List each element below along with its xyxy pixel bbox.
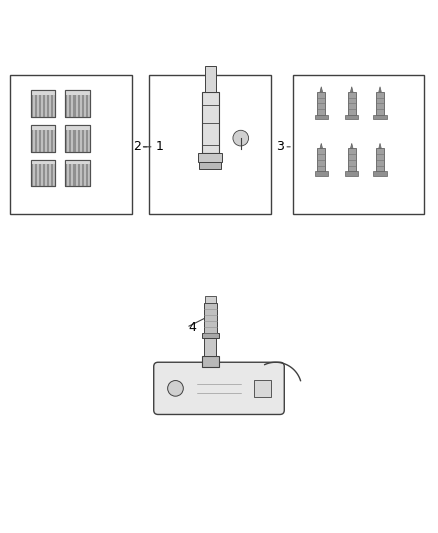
Bar — [31, 159, 55, 187]
Bar — [81, 125, 84, 151]
Bar — [31, 159, 55, 187]
Bar — [10, 75, 132, 214]
Bar — [51, 90, 53, 117]
Bar — [35, 159, 37, 187]
Bar — [86, 159, 88, 187]
Bar — [376, 148, 384, 172]
Bar — [65, 159, 67, 187]
Bar — [39, 90, 41, 117]
Bar — [65, 159, 90, 187]
Bar — [51, 159, 53, 187]
Text: 4: 4 — [188, 321, 196, 334]
Bar — [31, 159, 55, 164]
Bar — [35, 90, 37, 117]
Bar — [51, 125, 53, 151]
Bar — [31, 90, 55, 95]
Bar — [31, 125, 55, 151]
Bar — [65, 125, 90, 151]
Bar — [198, 154, 222, 162]
Bar — [65, 159, 90, 187]
Bar — [204, 338, 216, 356]
Bar — [74, 159, 75, 187]
Bar — [65, 159, 90, 164]
Polygon shape — [350, 87, 353, 92]
Bar — [43, 90, 45, 117]
Bar — [205, 296, 215, 303]
Bar — [31, 125, 55, 151]
Bar — [317, 148, 325, 172]
Polygon shape — [320, 87, 322, 92]
Bar — [31, 90, 55, 117]
Polygon shape — [379, 87, 381, 92]
Bar — [199, 162, 221, 168]
Bar — [39, 125, 41, 151]
Bar — [65, 125, 90, 151]
Polygon shape — [350, 143, 353, 148]
Bar — [314, 115, 328, 119]
Text: 3: 3 — [276, 140, 284, 154]
Bar — [205, 66, 216, 92]
Bar — [65, 125, 90, 130]
Bar — [31, 90, 55, 117]
Circle shape — [168, 381, 184, 396]
Bar — [43, 159, 45, 187]
Bar — [31, 125, 55, 130]
Bar — [78, 125, 80, 151]
Bar — [74, 125, 75, 151]
Bar — [47, 125, 49, 151]
Bar — [348, 92, 356, 115]
Bar — [65, 90, 67, 117]
Bar — [65, 90, 90, 117]
Bar — [65, 125, 67, 151]
Bar — [47, 90, 49, 117]
Bar — [78, 159, 80, 187]
Bar — [86, 90, 88, 117]
Bar — [70, 90, 71, 117]
Bar — [31, 159, 32, 187]
Bar — [81, 90, 84, 117]
Polygon shape — [320, 143, 322, 148]
Bar — [74, 90, 75, 117]
Bar — [43, 125, 45, 151]
Text: 2: 2 — [133, 140, 141, 154]
Bar — [149, 75, 271, 214]
Bar — [345, 172, 358, 175]
Bar — [374, 172, 387, 175]
Bar — [78, 90, 80, 117]
Bar — [254, 379, 271, 397]
Bar — [86, 125, 88, 151]
Bar — [65, 90, 90, 95]
Bar — [47, 159, 49, 187]
FancyBboxPatch shape — [154, 362, 284, 415]
Bar — [70, 125, 71, 151]
Bar — [65, 90, 90, 117]
Bar — [31, 90, 32, 117]
Bar — [204, 303, 217, 333]
Polygon shape — [379, 143, 381, 148]
Bar — [35, 125, 37, 151]
Circle shape — [233, 130, 249, 146]
Bar — [374, 115, 387, 119]
Bar — [201, 333, 219, 338]
Bar — [317, 92, 325, 115]
Bar — [345, 115, 358, 119]
Bar — [202, 356, 219, 367]
Bar — [314, 172, 328, 175]
Bar — [70, 159, 71, 187]
Bar — [376, 92, 384, 115]
Bar — [348, 148, 356, 172]
Bar — [293, 75, 424, 214]
Text: 1: 1 — [156, 140, 164, 154]
Bar — [31, 125, 32, 151]
Bar — [39, 159, 41, 187]
Bar — [81, 159, 84, 187]
Bar — [201, 92, 219, 154]
